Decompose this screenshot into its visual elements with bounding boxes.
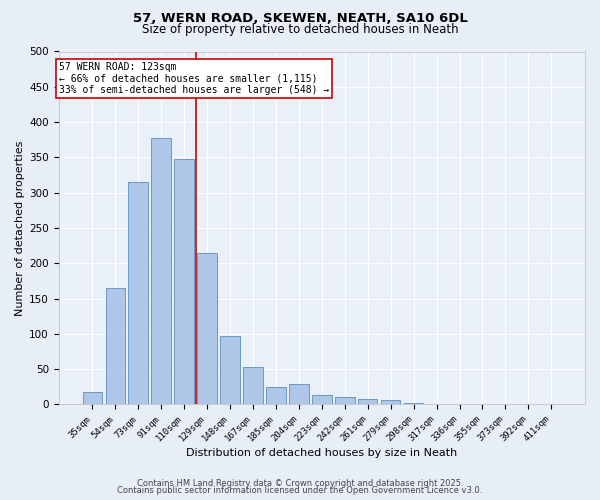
Bar: [289, 384, 308, 404]
Text: Size of property relative to detached houses in Neath: Size of property relative to detached ho…: [142, 22, 458, 36]
Y-axis label: Number of detached properties: Number of detached properties: [15, 140, 25, 316]
Bar: [312, 394, 332, 404]
Bar: [197, 252, 217, 404]
Bar: [243, 367, 263, 405]
Bar: [358, 399, 377, 404]
Text: Contains public sector information licensed under the Open Government Licence v3: Contains public sector information licen…: [118, 486, 482, 495]
Bar: [175, 159, 194, 404]
Bar: [151, 138, 171, 404]
Bar: [404, 403, 424, 404]
Bar: [128, 182, 148, 404]
Text: 57 WERN ROAD: 123sqm
← 66% of detached houses are smaller (1,115)
33% of semi-de: 57 WERN ROAD: 123sqm ← 66% of detached h…: [59, 62, 329, 96]
X-axis label: Distribution of detached houses by size in Neath: Distribution of detached houses by size …: [186, 448, 457, 458]
Bar: [106, 288, 125, 405]
Text: 57, WERN ROAD, SKEWEN, NEATH, SA10 6DL: 57, WERN ROAD, SKEWEN, NEATH, SA10 6DL: [133, 12, 467, 26]
Bar: [220, 336, 240, 404]
Bar: [266, 387, 286, 404]
Bar: [335, 396, 355, 404]
Text: Contains HM Land Registry data © Crown copyright and database right 2025.: Contains HM Land Registry data © Crown c…: [137, 478, 463, 488]
Bar: [381, 400, 400, 404]
Bar: [83, 392, 102, 404]
